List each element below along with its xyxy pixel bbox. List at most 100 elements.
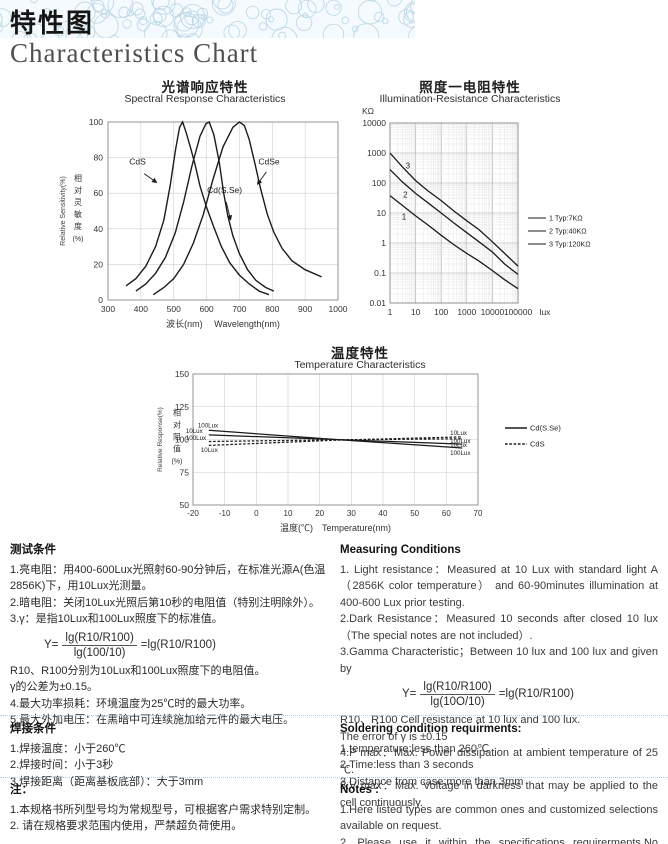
svg-text:100: 100 — [89, 117, 103, 127]
curve-3 — [389, 152, 519, 267]
formula-fraction: lg(R10/R100) lg(100/10) — [62, 631, 137, 660]
svg-text:1000: 1000 — [367, 148, 386, 158]
temp-chart-title-zh: 温度特性 — [331, 346, 389, 361]
text-line: 3.焊接距离（距离基板底部）：大于3mm — [10, 775, 204, 788]
svg-text:Relative Sensitivity(%): Relative Sensitivity(%) — [60, 176, 67, 246]
formula-numerator: lg(R10/R100) — [420, 680, 495, 695]
measuring-en-lines1: 1. Light resistance：Measured at 10 Lux w… — [340, 562, 658, 678]
text-line: 5.V max：Max. Voltage in darkness that ma… — [340, 780, 658, 809]
formula-fraction: lg(R10/R100) lg(10O/10) — [420, 680, 495, 709]
notes-en-lines: 1.Here listed types are common ones and … — [340, 802, 658, 844]
text-line: 1. Light resistance：Measured at 10 Lux w… — [340, 563, 658, 609]
text-line: 2. 请在规格要求范围内使用，严禁超负荷使用。 — [10, 820, 243, 832]
measuring-conditions-zh: 测试条件 1.亮电阻：用400-600Lux光照射60-90分钟后，在标准光源A… — [10, 542, 334, 729]
text-line: 2.Time:less than 3 seconds — [340, 759, 474, 771]
page-title-zh: 特性图 — [10, 8, 95, 38]
spectral-chart-plot: 300 400 500 600 700 800 900 1000 0 20 40 60 80 100 CdS… — [60, 117, 348, 329]
svg-text:Cd(S.Se): Cd(S.Se) — [207, 185, 242, 195]
text-line: 3.Gamma Characteristic；Between 10 lux an… — [340, 646, 658, 675]
svg-text:300: 300 — [101, 304, 115, 314]
measuring-zh-lines2: R10、R100分别为10Lux和100Lux照度下的电阻值。 γ的公差为±0.1… — [10, 663, 334, 729]
svg-text:对: 对 — [74, 185, 82, 195]
text-line: 1.Here listed types are common ones and … — [340, 803, 658, 833]
svg-text:10Lux: 10Lux — [186, 428, 204, 435]
text-line: γ的公差为±0.15。 — [10, 681, 98, 693]
text-line: 5.最大外加电压：在黑暗中可连续施加给元件的最大电压。 — [10, 714, 295, 726]
svg-text:CdS: CdS — [129, 157, 146, 167]
curve-CdS 10Lux — [208, 436, 463, 447]
svg-text:70: 70 — [474, 509, 483, 518]
text-line: 2.暗电阻：关闭10Lux光照后第10秒的电阻值（特别注明除外）。 — [10, 596, 320, 609]
illumination-resistance-chart: 照度一电阻特性 Illumination-Resistance Characte… — [350, 76, 668, 336]
text-line: 2.Dark Resistance：Measured 10 seconds af… — [340, 613, 658, 642]
svg-text:100Lux: 100Lux — [186, 435, 207, 442]
svg-text:100Lux: 100Lux — [450, 450, 471, 457]
measuring-zh-lines1: 1.亮电阻：用400-600Lux光照射60-90分钟后，在标准光源A(色温28… — [10, 562, 334, 628]
svg-text:10Lux: 10Lux — [450, 442, 468, 449]
svg-text:75: 75 — [180, 467, 190, 477]
curve-2 — [389, 169, 519, 275]
text-line: R10、R100分别为10Lux和100Lux照度下的电阻值。 — [10, 664, 266, 677]
illum-chart-title-en: Illumination-Resistance Characteristics — [379, 93, 561, 105]
formula-suffix: =lg(R10/R100) — [140, 638, 216, 651]
section-heading: Measuring Conditions — [340, 544, 461, 556]
formula-suffix: =lg(R10/R100) — [498, 688, 574, 701]
svg-text:(%): (%) — [73, 236, 84, 243]
svg-text:10000: 10000 — [481, 307, 505, 317]
svg-text:灵: 灵 — [74, 198, 82, 207]
temp-chart-plot: -20 -10 0 10 20 30 40 50 60 70 50 75 100 125 150 100Lux… — [157, 369, 561, 533]
measuring-conditions-en: Measuring Conditions 1. Light resistance… — [340, 542, 658, 811]
spectral-response-chart: 光谱响应特性 Spectral Response Characteristics… — [55, 76, 355, 336]
svg-text:阻: 阻 — [173, 433, 181, 442]
page-title-en: Characteristics Chart — [10, 38, 259, 68]
section-heading: Notes : — [340, 784, 379, 796]
svg-text:值: 值 — [173, 444, 181, 454]
svg-text:150: 150 — [175, 369, 189, 379]
svg-text:1: 1 — [402, 213, 407, 222]
section-heading: 测试条件 — [10, 544, 56, 556]
svg-text:10: 10 — [411, 307, 421, 317]
svg-text:100: 100 — [434, 307, 448, 317]
soldering-conditions-zh: 焊接条件 1.焊接温度：小于260℃ 2.焊接时间：小于3秒 3.焊接距离（距离基板… — [10, 721, 334, 790]
svg-text:700: 700 — [232, 304, 246, 314]
spectral-chart-title-zh: 光谱响应特性 — [161, 80, 249, 95]
svg-text:100: 100 — [372, 178, 386, 188]
text-line: 2.焊接时间：小于3秒 — [10, 759, 114, 771]
svg-text:0: 0 — [98, 295, 103, 305]
illum-chart-title-zh: 照度一电阻特性 — [419, 80, 521, 95]
svg-text:10: 10 — [377, 208, 387, 218]
svg-text:10: 10 — [284, 509, 293, 518]
svg-text:20: 20 — [94, 259, 104, 269]
svg-text:度: 度 — [74, 221, 82, 231]
curve-Cd(S.Se) — [135, 120, 275, 292]
svg-text:400: 400 — [134, 304, 148, 314]
svg-text:60: 60 — [442, 509, 451, 518]
svg-text:2: 2 — [403, 190, 408, 199]
svg-text:0: 0 — [254, 509, 259, 518]
text-line: 1.亮电阻：用400-600Lux光照射60-90分钟后，在标准光源A(色温28… — [10, 563, 326, 593]
text-line: The error of γ is ±0.15 — [340, 730, 448, 743]
text-line: 1.本规格书所列型号均为常规型号，可根据客户需求特别定制。 — [10, 803, 317, 816]
svg-text:100: 100 — [175, 435, 189, 445]
svg-text:800: 800 — [265, 304, 279, 314]
svg-text:-20: -20 — [187, 509, 199, 518]
formula-denominator: lg(100/10) — [73, 646, 126, 659]
illum-chart-plot: 1 10 100 1000 10000 100000 lux1000010001001010… — [362, 106, 591, 317]
svg-text:敏: 敏 — [74, 209, 82, 219]
svg-text:对: 对 — [173, 420, 181, 430]
spectral-chart-title-en: Spectral Response Characteristics — [124, 93, 286, 105]
svg-text:波长(nm) Wavelength(nm): 波长(nm) Wavelength(nm) — [166, 318, 280, 329]
temp-chart-title-en: Temperature Characteristics — [294, 359, 426, 371]
bubble-pattern-decoration — [0, 0, 415, 38]
text-line: 4.P max：Max. Power dissipation at ambien… — [340, 747, 658, 776]
svg-text:20: 20 — [315, 509, 324, 518]
temperature-chart: 温度特性 Temperature Characteristics -20 -10 0… — [150, 342, 570, 538]
soldering-zh-lines: 1.焊接温度：小于260℃ 2.焊接时间：小于3秒 3.焊接距离（距离基板底部）：大… — [10, 741, 334, 791]
svg-text:100000: 100000 — [504, 307, 533, 317]
svg-text:3: 3 — [406, 162, 411, 171]
svg-text:1: 1 — [381, 238, 386, 248]
measuring-en-lines2: R10、R100 Cell resistance at 10 lux and 1… — [340, 712, 658, 811]
curve-CdS — [125, 120, 270, 296]
text-line: 3.γ：是指10Lux和100Lux照度下的标准值。 — [10, 613, 223, 625]
svg-text:温度(℃) Temperature(nm): 温度(℃) Temperature(nm) — [280, 522, 391, 533]
